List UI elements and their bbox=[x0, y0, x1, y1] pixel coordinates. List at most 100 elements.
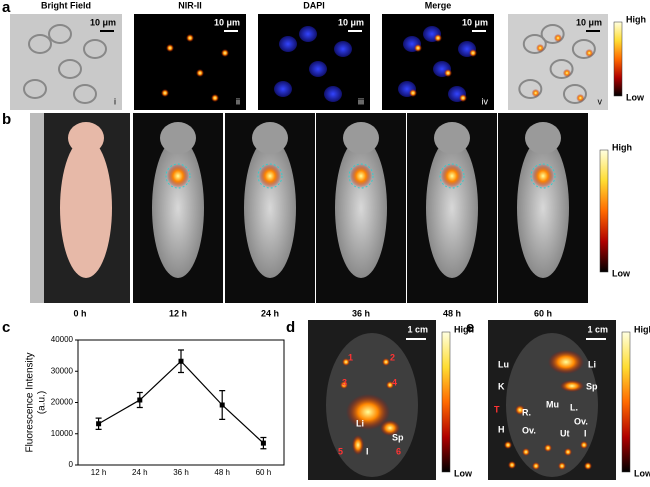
nucleus bbox=[279, 36, 297, 52]
glow-spot bbox=[522, 448, 530, 456]
organ-label: 3 bbox=[342, 377, 347, 387]
glow-spot bbox=[221, 49, 229, 57]
glow-spot bbox=[434, 34, 442, 42]
mouse-body bbox=[517, 138, 569, 278]
time-label: 24 h bbox=[261, 308, 279, 318]
ruler bbox=[30, 113, 44, 303]
colorbar-high: High bbox=[612, 142, 632, 152]
glow-spot bbox=[580, 441, 588, 449]
y-tick-label: 30000 bbox=[51, 366, 74, 375]
panel-label: e bbox=[466, 319, 474, 336]
time-label: 0 h bbox=[73, 308, 86, 318]
organ-label: 5 bbox=[338, 446, 343, 456]
nucleus bbox=[309, 61, 327, 77]
roi-circle bbox=[165, 163, 191, 189]
marker bbox=[96, 421, 102, 427]
image-index: iv bbox=[482, 96, 489, 106]
glow-spot bbox=[414, 44, 422, 52]
glow-spot bbox=[576, 94, 585, 102]
glow-spot bbox=[346, 394, 390, 430]
glow-spot bbox=[259, 164, 281, 188]
organ-label: I bbox=[584, 428, 587, 438]
image-title: DAPI bbox=[303, 0, 325, 10]
cell bbox=[562, 84, 587, 104]
glow-spot bbox=[508, 461, 516, 469]
cell bbox=[571, 39, 596, 59]
glow-spot bbox=[342, 358, 350, 366]
organ-label: L. bbox=[570, 402, 578, 412]
glow-spot bbox=[166, 44, 174, 52]
glow-spot bbox=[532, 164, 554, 188]
glow-spot bbox=[350, 164, 372, 188]
mouse-body bbox=[244, 138, 296, 278]
glow-spot bbox=[585, 49, 594, 57]
time-label: 60 h bbox=[534, 308, 552, 318]
image-index: i bbox=[114, 96, 116, 106]
organ-label: K bbox=[498, 381, 505, 391]
mouse-body bbox=[60, 138, 112, 278]
glow-spot bbox=[584, 462, 592, 470]
glow-spot bbox=[564, 448, 572, 456]
glow-spot bbox=[531, 89, 540, 97]
y-tick-label: 0 bbox=[69, 460, 74, 469]
colorbar bbox=[613, 21, 623, 97]
mouse-body bbox=[152, 138, 204, 278]
y-tick-label: 20000 bbox=[51, 398, 74, 407]
colorbar-high: High bbox=[634, 324, 650, 334]
organ-label: 4 bbox=[392, 377, 397, 387]
nucleus bbox=[274, 81, 292, 97]
cell bbox=[73, 84, 97, 104]
mouse-head bbox=[252, 122, 288, 154]
time-label: 12 h bbox=[169, 308, 187, 318]
scale-bar-label: 10 μm bbox=[214, 17, 240, 27]
scale-bar-label: 1 cm bbox=[407, 324, 428, 334]
organ-label: 2 bbox=[390, 352, 395, 362]
panel-label: d bbox=[286, 319, 295, 336]
mouse-body bbox=[426, 138, 478, 278]
glow-spot bbox=[444, 69, 452, 77]
x-tick-label: 36 h bbox=[173, 468, 189, 477]
glow-spot bbox=[441, 164, 463, 188]
organ-label: H bbox=[498, 424, 505, 434]
time-label: 36 h bbox=[352, 308, 370, 318]
scale-bar-label: 1 cm bbox=[587, 324, 608, 334]
organ-label: Sp bbox=[586, 381, 598, 391]
colorbar-low: Low bbox=[626, 92, 645, 102]
image-index: v bbox=[598, 96, 603, 106]
nucleus bbox=[299, 26, 317, 42]
mouse-body bbox=[335, 138, 387, 278]
image-title: Bright Field bbox=[41, 0, 91, 10]
x-tick-label: 24 h bbox=[132, 468, 148, 477]
organ-label: R. bbox=[522, 407, 531, 417]
colorbar-low: Low bbox=[634, 468, 650, 478]
nucleus bbox=[334, 41, 352, 57]
glow-spot bbox=[196, 69, 204, 77]
roi-circle bbox=[530, 163, 556, 189]
glow-spot bbox=[352, 435, 364, 455]
marker bbox=[260, 440, 266, 446]
glow-spot bbox=[167, 164, 189, 188]
colorbar bbox=[599, 149, 609, 273]
organ-label: Ov. bbox=[574, 416, 588, 426]
glow-spot bbox=[211, 94, 219, 102]
glow-spot bbox=[186, 34, 194, 42]
glow-spot bbox=[560, 380, 584, 392]
marker bbox=[178, 358, 184, 364]
glow-spot bbox=[409, 89, 417, 97]
organ-label: Li bbox=[356, 418, 364, 428]
y-tick-label: 10000 bbox=[51, 429, 74, 438]
y-axis-unit: (a.u.) bbox=[37, 391, 48, 414]
glow-spot bbox=[382, 358, 390, 366]
glow-spot bbox=[380, 420, 400, 436]
glow-spot bbox=[504, 441, 512, 449]
marker bbox=[219, 402, 225, 408]
organ-label: Ut bbox=[560, 428, 570, 438]
glow-spot bbox=[536, 44, 545, 52]
scale-bar-label: 10 μm bbox=[576, 17, 602, 27]
glow-spot bbox=[558, 462, 566, 470]
image-index: ii bbox=[236, 96, 240, 106]
roi-circle bbox=[257, 163, 283, 189]
line bbox=[98, 360, 264, 444]
